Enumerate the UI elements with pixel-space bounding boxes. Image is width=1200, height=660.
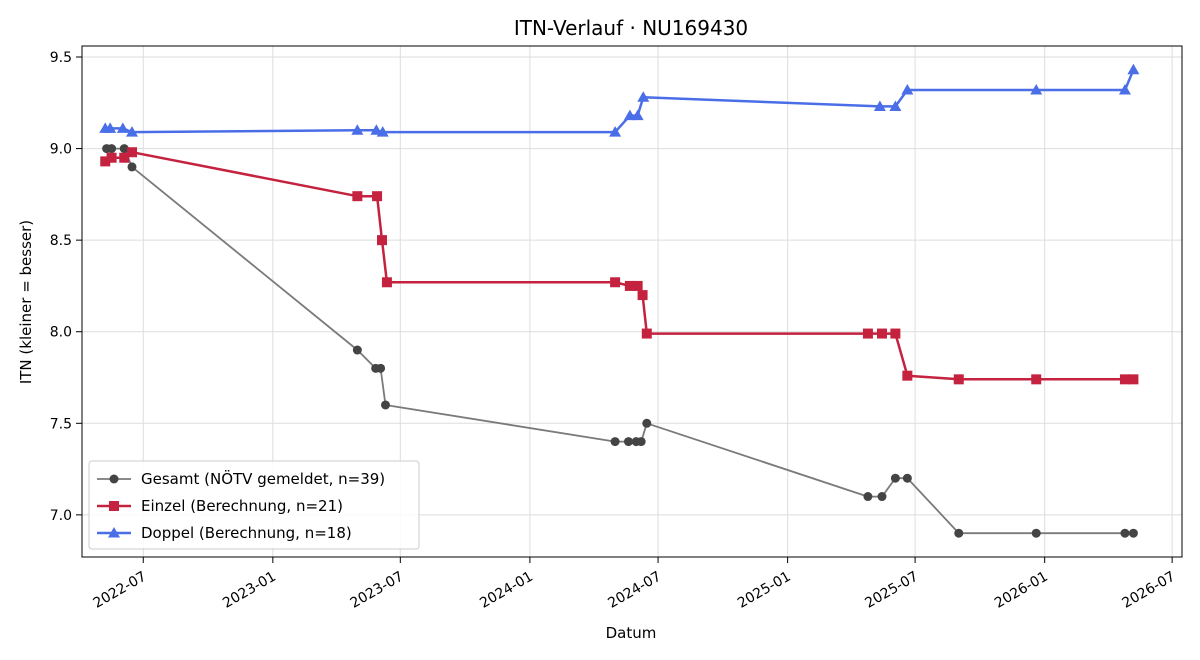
- data-point-doppel: [104, 122, 117, 133]
- data-point-einzel: [890, 328, 901, 339]
- data-point-einzel: [106, 152, 117, 163]
- data-point-einzel: [624, 280, 635, 291]
- data-point-einzel: [1119, 374, 1130, 385]
- y-tick-label: 8.5: [50, 233, 72, 249]
- data-point-gesamt: [902, 473, 912, 483]
- grid-lines: [82, 46, 1182, 557]
- data-point-einzel: [381, 277, 392, 288]
- x-tick-label: 2023-01: [220, 569, 279, 612]
- data-point-doppel: [1118, 83, 1131, 95]
- series-einzel: [100, 147, 1139, 385]
- legend-label-gesamt: Gesamt (NÖTV gemeldet, n=39): [141, 469, 385, 488]
- data-point-einzel: [127, 147, 137, 158]
- y-axis-label: ITN (kleiner = besser): [17, 220, 35, 384]
- series-line-doppel: [105, 69, 1135, 134]
- legend-marker: [109, 501, 119, 511]
- data-point-doppel: [631, 109, 644, 121]
- y-tick-label: 9.5: [50, 50, 72, 66]
- data-point-einzel: [637, 290, 648, 301]
- x-axis-label: Datum: [606, 624, 657, 642]
- data-point-doppel: [376, 126, 389, 137]
- data-point-einzel: [1031, 374, 1042, 385]
- data-point-einzel: [902, 370, 913, 381]
- legend: Gesamt (NÖTV gemeldet, n=39) Einzel (Bere…: [88, 460, 420, 550]
- data-point-doppel: [889, 100, 902, 111]
- data-point-einzel: [377, 235, 387, 246]
- data-point-gesamt: [954, 528, 964, 538]
- data-point-doppel: [1030, 83, 1043, 95]
- data-point-einzel: [953, 374, 964, 385]
- data-point-gesamt: [610, 437, 620, 447]
- data-point-einzel: [372, 191, 383, 202]
- data-point-einzel: [119, 152, 130, 163]
- data-point-gesamt: [352, 345, 362, 355]
- data-point-einzel: [100, 156, 111, 167]
- series-doppel: [99, 63, 1140, 137]
- chart-title: ITN-Verlauf · NU169430: [514, 16, 748, 40]
- data-point-einzel: [641, 328, 652, 339]
- y-tick-label: 7.0: [50, 508, 72, 524]
- data-point-gesamt: [119, 144, 129, 154]
- data-point-einzel: [1128, 374, 1139, 385]
- legend-marker: [108, 527, 120, 538]
- legend-marker: [109, 474, 119, 484]
- data-point-gesamt: [1128, 528, 1138, 538]
- data-point-doppel: [609, 126, 622, 137]
- y-tick-label: 7.5: [50, 416, 72, 432]
- data-point-gesamt: [623, 437, 633, 447]
- x-tick-label: 2025-01: [735, 569, 794, 612]
- data-point-gesamt: [1120, 528, 1130, 538]
- data-point-gesamt: [376, 363, 386, 373]
- x-tick-label: 2026-01: [992, 569, 1051, 612]
- series-gesamt: [102, 144, 1138, 538]
- legend-label-doppel: Doppel (Berechnung, n=18): [141, 524, 352, 542]
- data-point-einzel: [862, 328, 873, 339]
- data-point-doppel: [901, 83, 914, 95]
- data-point-einzel: [877, 328, 887, 339]
- data-point-gesamt: [642, 418, 652, 428]
- plot-frame: [81, 45, 1183, 558]
- data-point-gesamt: [636, 437, 646, 447]
- data-point-doppel: [637, 91, 650, 102]
- data-point-doppel: [116, 122, 129, 133]
- x-tick-label: 2024-07: [605, 569, 664, 612]
- data-point-gesamt: [863, 492, 873, 502]
- legend-label-einzel: Einzel (Berechnung, n=21): [141, 497, 343, 515]
- series-layer: [99, 63, 1140, 538]
- series-line-einzel: [104, 150, 1134, 381]
- data-point-gesamt: [107, 144, 117, 154]
- data-point-einzel: [632, 280, 643, 291]
- y-tick-label: 9.0: [50, 142, 72, 158]
- x-tick-label: 2024-01: [477, 569, 536, 612]
- data-point-gesamt: [890, 473, 900, 483]
- x-tick-label: 2026-07: [1119, 569, 1178, 612]
- legend-box: [88, 460, 420, 550]
- x-tick-label: 2023-07: [348, 569, 407, 612]
- data-point-gesamt: [877, 492, 887, 502]
- x-tick-label: 2022-07: [91, 569, 150, 612]
- data-point-doppel: [351, 124, 364, 135]
- data-point-doppel: [873, 100, 886, 111]
- data-point-gesamt: [381, 400, 391, 410]
- data-point-doppel: [623, 109, 636, 121]
- data-point-gesamt: [127, 162, 137, 172]
- data-point-einzel: [352, 191, 363, 202]
- y-tick-label: 8.0: [50, 325, 72, 341]
- x-tick-label: 2025-07: [862, 569, 921, 612]
- data-point-einzel: [610, 277, 621, 288]
- data-point-doppel: [1127, 63, 1140, 75]
- data-point-doppel: [126, 126, 138, 137]
- data-point-gesamt: [1031, 528, 1041, 538]
